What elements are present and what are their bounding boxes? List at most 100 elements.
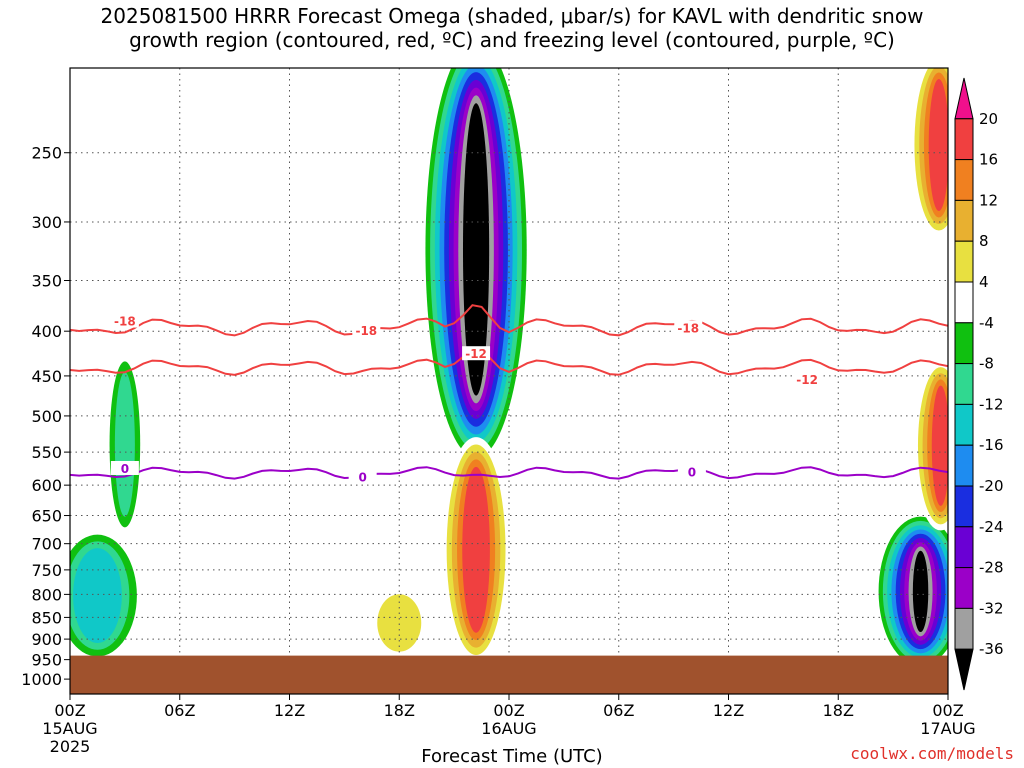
- colorbar-box: [954, 322, 974, 365]
- colorbar-box: [954, 485, 974, 528]
- x-tick-label: 12Z: [713, 701, 744, 720]
- contour-line--12: [70, 346, 948, 376]
- colorbar-box: [954, 240, 974, 283]
- colorbar-box: [954, 159, 974, 201]
- contour-label-bg: [674, 320, 703, 335]
- colorbar-box: [954, 526, 974, 569]
- colorbar-cap-top: [954, 77, 974, 120]
- colorbar-label: -16: [979, 436, 1004, 454]
- colorbar-label: -28: [979, 559, 1004, 577]
- omega-region-afternoon-sinking: [369, 588, 430, 658]
- contour-label-bg: [462, 346, 491, 361]
- colorbar-box: [954, 403, 974, 446]
- y-tick-label: 450: [31, 367, 62, 386]
- y-tick-label: 950: [31, 651, 62, 670]
- contour-label--18: -18: [677, 321, 699, 335]
- x-tick-label: 18Z: [384, 701, 415, 720]
- contour-label--12: -12: [796, 373, 818, 387]
- omega-band-20: [931, 385, 948, 506]
- contour-label-0: 0: [688, 465, 696, 479]
- x-tick-year: 2025: [50, 737, 91, 756]
- colorbar-label: 4: [979, 273, 989, 291]
- y-tick-label: 600: [31, 476, 62, 495]
- contour-label--18: -18: [355, 324, 377, 338]
- contour-label--12: -12: [465, 347, 487, 361]
- colorbar-label: 20: [979, 110, 998, 128]
- omega-region-early-updraft-top: [113, 68, 137, 305]
- omega-band--8: [114, 372, 135, 517]
- colorbar-label: -32: [979, 599, 1004, 617]
- colorbar-box: [954, 281, 974, 324]
- omega-region-late-downdraft-low: [913, 360, 948, 531]
- contour-label-bg: [677, 464, 706, 479]
- colorbar-label: -12: [979, 395, 1004, 413]
- colorbar-label: -8: [979, 355, 994, 373]
- colorbar-label: 12: [979, 191, 998, 209]
- contour--18: -18 -18 -18: [70, 304, 948, 338]
- x-tick-label: 00Z: [493, 701, 524, 720]
- omega-band--12: [73, 548, 122, 644]
- omega-region-main-downdraft-core: [441, 437, 511, 663]
- contour-label-bg: [110, 313, 139, 328]
- colorbar-box: [954, 444, 974, 487]
- omega-region-early-updraft-base: [70, 534, 137, 657]
- contour-label-0: 0: [358, 470, 366, 484]
- colorbar-label: -24: [979, 518, 1004, 536]
- colorbar-box: [954, 607, 974, 650]
- omega-band--36: [912, 550, 929, 633]
- source-credit: coolwx.com/models: [850, 744, 1014, 763]
- x-tick-label: 18Z: [823, 701, 854, 720]
- omega-band--36: [462, 103, 490, 396]
- contour-label--18: -18: [114, 315, 136, 329]
- y-tick-label: 350: [31, 271, 62, 290]
- omega-band-4: [113, 68, 137, 305]
- contour-label-bg: [110, 460, 139, 475]
- omega-region-main-updraft-core: [425, 68, 527, 458]
- y-tick-label: 650: [31, 507, 62, 526]
- colorbar-label: -4: [979, 314, 994, 332]
- y-tick-label: 500: [31, 407, 62, 426]
- omega-region-late-updraft-core: [878, 516, 948, 667]
- x-tick-label: 06Z: [603, 701, 634, 720]
- y-tick-label: 300: [31, 213, 62, 232]
- colorbar-box: [954, 199, 974, 242]
- y-tick-label: 1000: [21, 670, 62, 689]
- contour-line--18: [70, 304, 948, 337]
- colorbar-cap-bottom: [954, 648, 974, 691]
- x-axis-title: Forecast Time (UTC): [421, 746, 603, 767]
- chart-title-line-2: growth region (contoured, red, ºC) and f…: [129, 28, 895, 52]
- colorbar-box: [954, 363, 974, 405]
- contour-line-0: [70, 466, 948, 480]
- terrain-fill: [70, 655, 948, 694]
- y-tick-label: 850: [31, 608, 62, 627]
- x-tick-date: 16AUG: [481, 719, 536, 738]
- y-tick-label: 700: [31, 535, 62, 554]
- y-tick-label: 250: [31, 144, 62, 163]
- y-tick-label: 550: [31, 443, 62, 462]
- chart-title-line-1: 2025081500 HRRR Forecast Omega (shaded, …: [100, 4, 924, 28]
- colorbar-label: 8: [979, 232, 989, 250]
- omega-band-20: [928, 79, 948, 211]
- colorbar-box: [954, 118, 974, 161]
- colorbar-box: [954, 567, 974, 609]
- omega-band-8: [377, 594, 422, 652]
- contour-label-0: 0: [121, 462, 129, 476]
- x-tick-date: 17AUG: [920, 719, 975, 738]
- y-tick-label: 800: [31, 585, 62, 604]
- y-tick-label: 750: [31, 561, 62, 580]
- colorbar-label: -36: [979, 640, 1004, 658]
- contour--12: -12 -12: [70, 346, 948, 387]
- x-tick-label: 00Z: [932, 701, 963, 720]
- contour-label-bg: [793, 372, 822, 387]
- colorbar-label: -20: [979, 477, 1004, 495]
- x-tick-label: 12Z: [274, 701, 305, 720]
- x-tick-label: 00Z: [54, 701, 85, 720]
- contour-label-bg: [348, 469, 377, 484]
- x-tick-label: 06Z: [164, 701, 195, 720]
- omega-band-20: [462, 466, 490, 633]
- x-tick-date: 15AUG: [42, 719, 97, 738]
- y-tick-label: 900: [31, 630, 62, 649]
- contour-0: 0 0 0: [70, 460, 948, 484]
- contour-label-bg: [352, 323, 381, 338]
